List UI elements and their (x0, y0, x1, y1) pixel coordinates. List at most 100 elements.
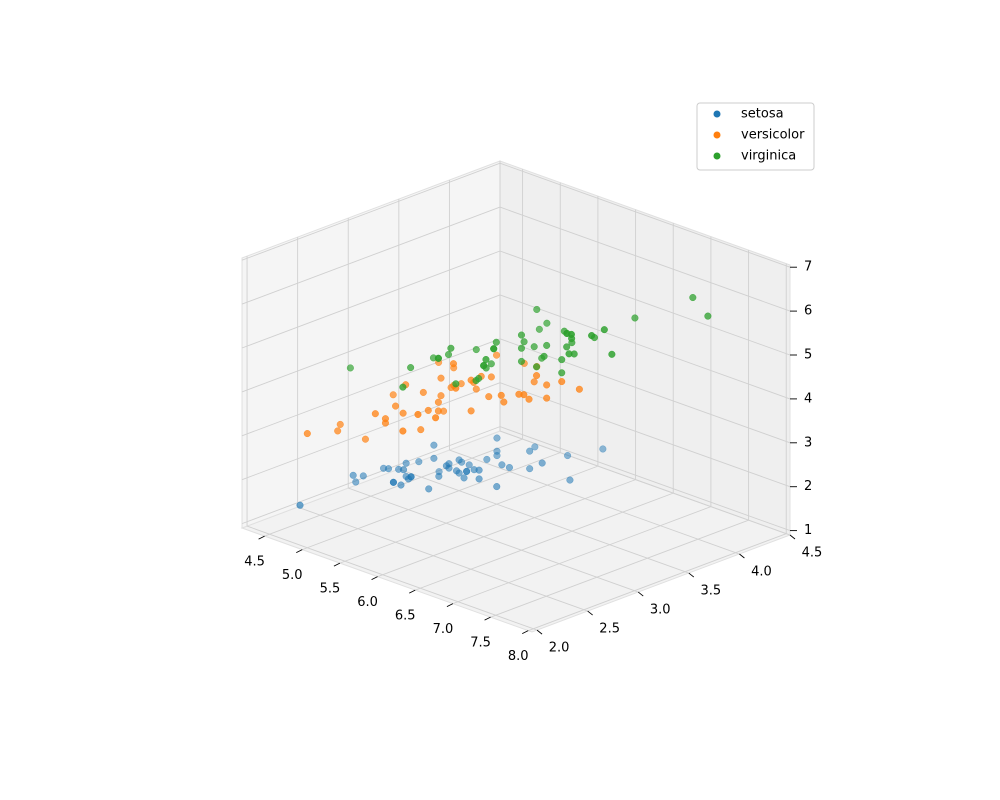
point (492, 338, 500, 346)
tick-mark (637, 591, 644, 597)
legend-box (696, 102, 815, 171)
point (407, 473, 415, 481)
tick-mark (258, 535, 265, 540)
point (424, 406, 432, 414)
point (490, 345, 498, 353)
tick-label: 7 (804, 260, 812, 275)
point (452, 380, 460, 388)
grid-line (241, 206, 501, 305)
tick-mark (409, 589, 416, 594)
tick-label: 2.0 (549, 641, 570, 656)
grid-line (241, 382, 501, 481)
point (425, 485, 433, 493)
point (558, 369, 566, 377)
point (492, 351, 501, 359)
point (296, 501, 304, 509)
point (498, 461, 506, 469)
point (303, 430, 311, 438)
tick-label: 5.0 (282, 568, 303, 583)
point (465, 461, 473, 469)
point (493, 434, 501, 442)
legend-marker (713, 131, 721, 139)
tick-mark (688, 572, 695, 578)
point (470, 466, 478, 474)
grid-line (241, 162, 501, 261)
legend-label: versicolor (741, 128, 805, 143)
point (434, 407, 442, 415)
grid-line (499, 426, 791, 532)
tick-mark (789, 534, 796, 540)
point (346, 364, 354, 372)
tick-mark (371, 576, 378, 581)
grid-line (264, 438, 523, 537)
grid-line (348, 487, 639, 593)
point (538, 459, 546, 467)
point (500, 398, 508, 406)
point (447, 383, 455, 392)
tick-mark (296, 549, 303, 554)
point (397, 481, 405, 489)
point (608, 350, 616, 358)
point (445, 460, 453, 468)
point (689, 293, 697, 302)
point (575, 385, 583, 393)
point (395, 465, 403, 473)
point (631, 314, 639, 322)
point (704, 312, 712, 320)
point (434, 398, 442, 406)
point (336, 420, 344, 428)
tick-label: 5.5 (320, 582, 341, 597)
point (415, 458, 423, 466)
grid-line (528, 533, 787, 632)
point (532, 372, 541, 380)
tick-mark (536, 629, 543, 635)
grid-line (241, 250, 501, 349)
point (472, 385, 480, 393)
tick-label: 7.5 (470, 636, 491, 651)
point (371, 410, 379, 418)
point (449, 360, 458, 368)
point (434, 354, 442, 362)
point (530, 378, 538, 386)
tick-mark (587, 610, 593, 616)
point (532, 363, 541, 371)
point (455, 469, 463, 477)
grid-line (490, 519, 749, 618)
grid-line (499, 162, 791, 268)
point (543, 381, 551, 389)
tick-label: 3.0 (650, 603, 671, 618)
grid-line (302, 452, 561, 551)
point (526, 447, 534, 455)
point (472, 346, 480, 354)
point (447, 344, 455, 352)
point (590, 334, 598, 342)
point (558, 378, 566, 386)
point (543, 394, 551, 402)
points (296, 293, 712, 509)
grid-line (452, 506, 712, 605)
grid-line (499, 338, 791, 444)
grid-line (241, 294, 501, 393)
point (389, 391, 397, 399)
grid (241, 161, 791, 632)
grid-line (241, 426, 501, 525)
point (349, 471, 357, 479)
point (402, 459, 410, 467)
point (483, 455, 491, 463)
point (359, 472, 367, 480)
tick-label: 6.5 (395, 609, 416, 624)
tick-label: 5 (804, 348, 812, 363)
legend: setosa versicolor virginica (696, 102, 815, 171)
grid-line (499, 206, 791, 312)
legend-marker (713, 152, 721, 160)
point (600, 326, 608, 334)
tick-label: 8.0 (508, 649, 529, 664)
point (444, 350, 453, 359)
grid-line (449, 449, 740, 555)
tick-label: 4.5 (802, 546, 823, 561)
point (414, 410, 422, 419)
point (480, 361, 488, 370)
tick-label: 4.5 (244, 555, 265, 570)
point (430, 454, 438, 462)
